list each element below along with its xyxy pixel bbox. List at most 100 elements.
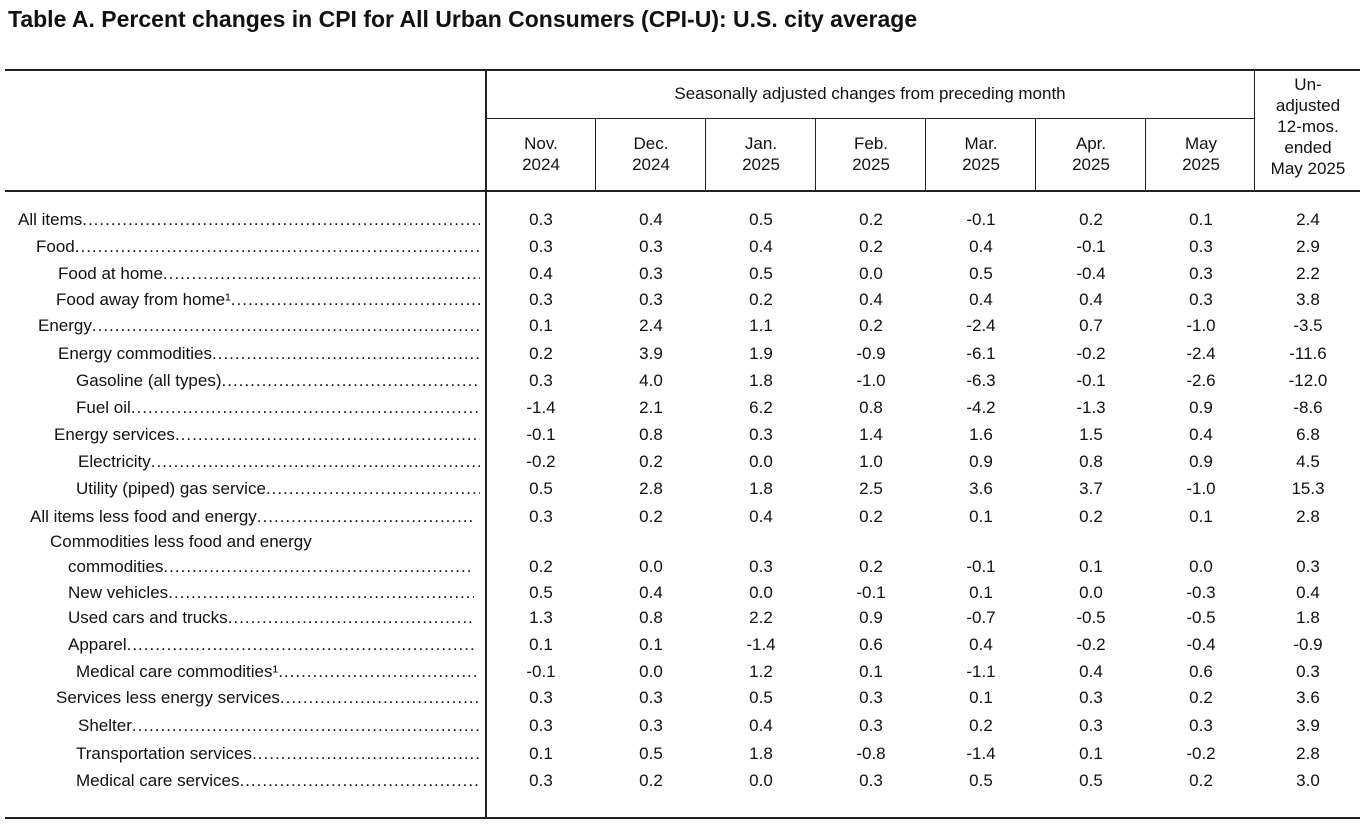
month-header: May 2025	[1146, 133, 1256, 175]
month-header-year: 2024	[632, 155, 670, 174]
value-cell: -1.1	[966, 662, 996, 681]
value-cell: 4.0	[639, 371, 663, 390]
value-cell: 0.7	[1079, 316, 1103, 335]
value-cell: -0.1	[966, 557, 996, 576]
unadjusted-header-line: May 2025	[1270, 159, 1346, 178]
value-cell: 0.2	[1079, 210, 1103, 229]
value-cell: 0.2	[859, 507, 883, 526]
value-cell: 1.8	[749, 371, 773, 390]
month-header-line: Feb.	[853, 134, 889, 153]
value-cell: 0.6	[1189, 662, 1213, 681]
table-row: Services less energy services 0.3 0.3 0.5 0.…	[0, 688, 1365, 714]
leader-dots	[231, 290, 480, 310]
row-label: Food	[36, 237, 480, 257]
value-cell: 0.3	[529, 237, 553, 256]
leader-dots	[163, 264, 480, 284]
row-label: Electricity	[78, 452, 480, 472]
value-cell: 0.4	[969, 290, 993, 309]
value-cell: 0.0	[859, 264, 883, 283]
value-cell: 0.0	[639, 662, 663, 681]
value-cell: 1.8	[749, 479, 773, 498]
value-cell: -0.2	[1186, 744, 1216, 763]
value-cell: 0.1	[969, 507, 993, 526]
row-label-text: Used cars and trucks	[68, 608, 228, 627]
table-row: Food away from home¹ 0.3 0.3 0.2 0.4 0.4 0.4 0.…	[0, 290, 1365, 316]
row-label-text: Food away from home¹	[56, 290, 231, 309]
row-label-text: Shelter	[78, 716, 132, 735]
value-cell: -0.3	[1186, 583, 1216, 602]
value-cell: 0.3	[529, 210, 553, 229]
leader-dots	[222, 371, 480, 391]
value-cell: 0.2	[1079, 507, 1103, 526]
row-label: Utility (piped) gas service	[76, 479, 480, 499]
value-cell: -1.3	[1076, 398, 1106, 417]
value-cell: 0.3	[639, 237, 663, 256]
page-title: Table A. Percent changes in CPI for All …	[8, 6, 918, 32]
table-row: All items less food and energy 0.3 0.2 0.4 0…	[0, 507, 1365, 533]
value-cell: 0.2	[749, 290, 773, 309]
value-cell: 0.5	[529, 583, 553, 602]
row-label: Medical care commodities¹	[76, 662, 480, 682]
table-row: Gasoline (all types) 0.3 4.0 1.8 -1.0 -6.3 -0.…	[0, 371, 1365, 397]
value-cell: 1.9	[749, 344, 773, 363]
unadjusted-value-cell: -0.9	[1293, 635, 1323, 654]
value-cell: 0.3	[639, 290, 663, 309]
value-cell: 2.2	[749, 608, 773, 627]
span-header: Seasonally adjusted changes from precedi…	[674, 84, 1066, 103]
table-row: Electricity -0.2 0.2 0.0 1.0 0.9 0.8 0.9 4.5	[0, 452, 1365, 478]
value-cell: 0.2	[639, 452, 663, 471]
value-cell: 0.2	[529, 344, 553, 363]
value-cell: 0.1	[529, 316, 553, 335]
table-row: Used cars and trucks 1.3 0.8 2.2 0.9 -0.7 -0.5…	[0, 608, 1365, 634]
value-cell: 6.2	[749, 398, 773, 417]
unadjusted-value-cell: 3.6	[1296, 688, 1320, 707]
value-cell: -0.2	[1076, 344, 1106, 363]
value-cell: 0.1	[639, 635, 663, 654]
value-cell: 0.2	[969, 716, 993, 735]
month-header-line: Dec.	[633, 134, 669, 153]
row-label-text: Gasoline (all types)	[76, 371, 222, 390]
value-cell: -0.1	[1076, 237, 1106, 256]
leader-dots	[82, 210, 480, 230]
value-cell: 0.8	[639, 608, 663, 627]
value-cell: 0.5	[749, 210, 773, 229]
row-label: Medical care services	[76, 771, 480, 791]
value-cell: -1.4	[746, 635, 776, 654]
month-divider	[705, 119, 706, 191]
unadjusted-value-cell: 0.4	[1296, 583, 1320, 602]
month-header: Dec. 2024	[596, 133, 706, 175]
value-cell: -0.1	[966, 210, 996, 229]
table-row: Food at home 0.4 0.3 0.5 0.0 0.5 -0.4 0.3 2.2	[0, 264, 1365, 290]
month-header: Feb. 2025	[816, 133, 926, 175]
value-cell: -1.0	[1186, 316, 1216, 335]
value-cell: 0.3	[859, 771, 883, 790]
month-header-year: 2025	[962, 155, 1000, 174]
month-header-line: Apr.	[1075, 134, 1107, 153]
month-header-year: 2025	[1182, 155, 1220, 174]
value-cell: 0.6	[859, 635, 883, 654]
leader-dots	[151, 452, 480, 472]
value-cell: -1.4	[526, 398, 556, 417]
leader-dots	[239, 771, 480, 791]
row-label: commodities	[68, 557, 474, 577]
table-row: commodities 0.2 0.0 0.3 0.2 -0.1 0.1 0.0 0.3	[0, 557, 1365, 583]
unadjusted-value-cell: 4.5	[1296, 452, 1320, 471]
row-label-text: Fuel oil	[76, 398, 131, 417]
value-cell: 0.3	[529, 688, 553, 707]
value-cell: -0.5	[1076, 608, 1106, 627]
table-row: New vehicles 0.5 0.4 0.0 -0.1 0.1 0.0 -0.3 0.4	[0, 583, 1365, 609]
table-row: Medical care services 0.3 0.2 0.0 0.3 0.5 0.5 0…	[0, 771, 1365, 797]
unadjusted-value-cell: 3.8	[1296, 290, 1320, 309]
leader-dots	[257, 507, 474, 527]
value-cell: -0.4	[1186, 635, 1216, 654]
value-cell: 0.4	[1189, 425, 1213, 444]
row-label: Used cars and trucks	[68, 608, 474, 628]
leader-dots	[163, 557, 474, 577]
value-cell: -0.9	[856, 344, 886, 363]
value-cell: 0.0	[749, 583, 773, 602]
value-cell: 1.8	[749, 744, 773, 763]
value-cell: -0.4	[1076, 264, 1106, 283]
value-cell: 0.4	[529, 264, 553, 283]
unadjusted-value-cell: 6.8	[1296, 425, 1320, 444]
unadjusted-value-cell: 0.3	[1296, 557, 1320, 576]
